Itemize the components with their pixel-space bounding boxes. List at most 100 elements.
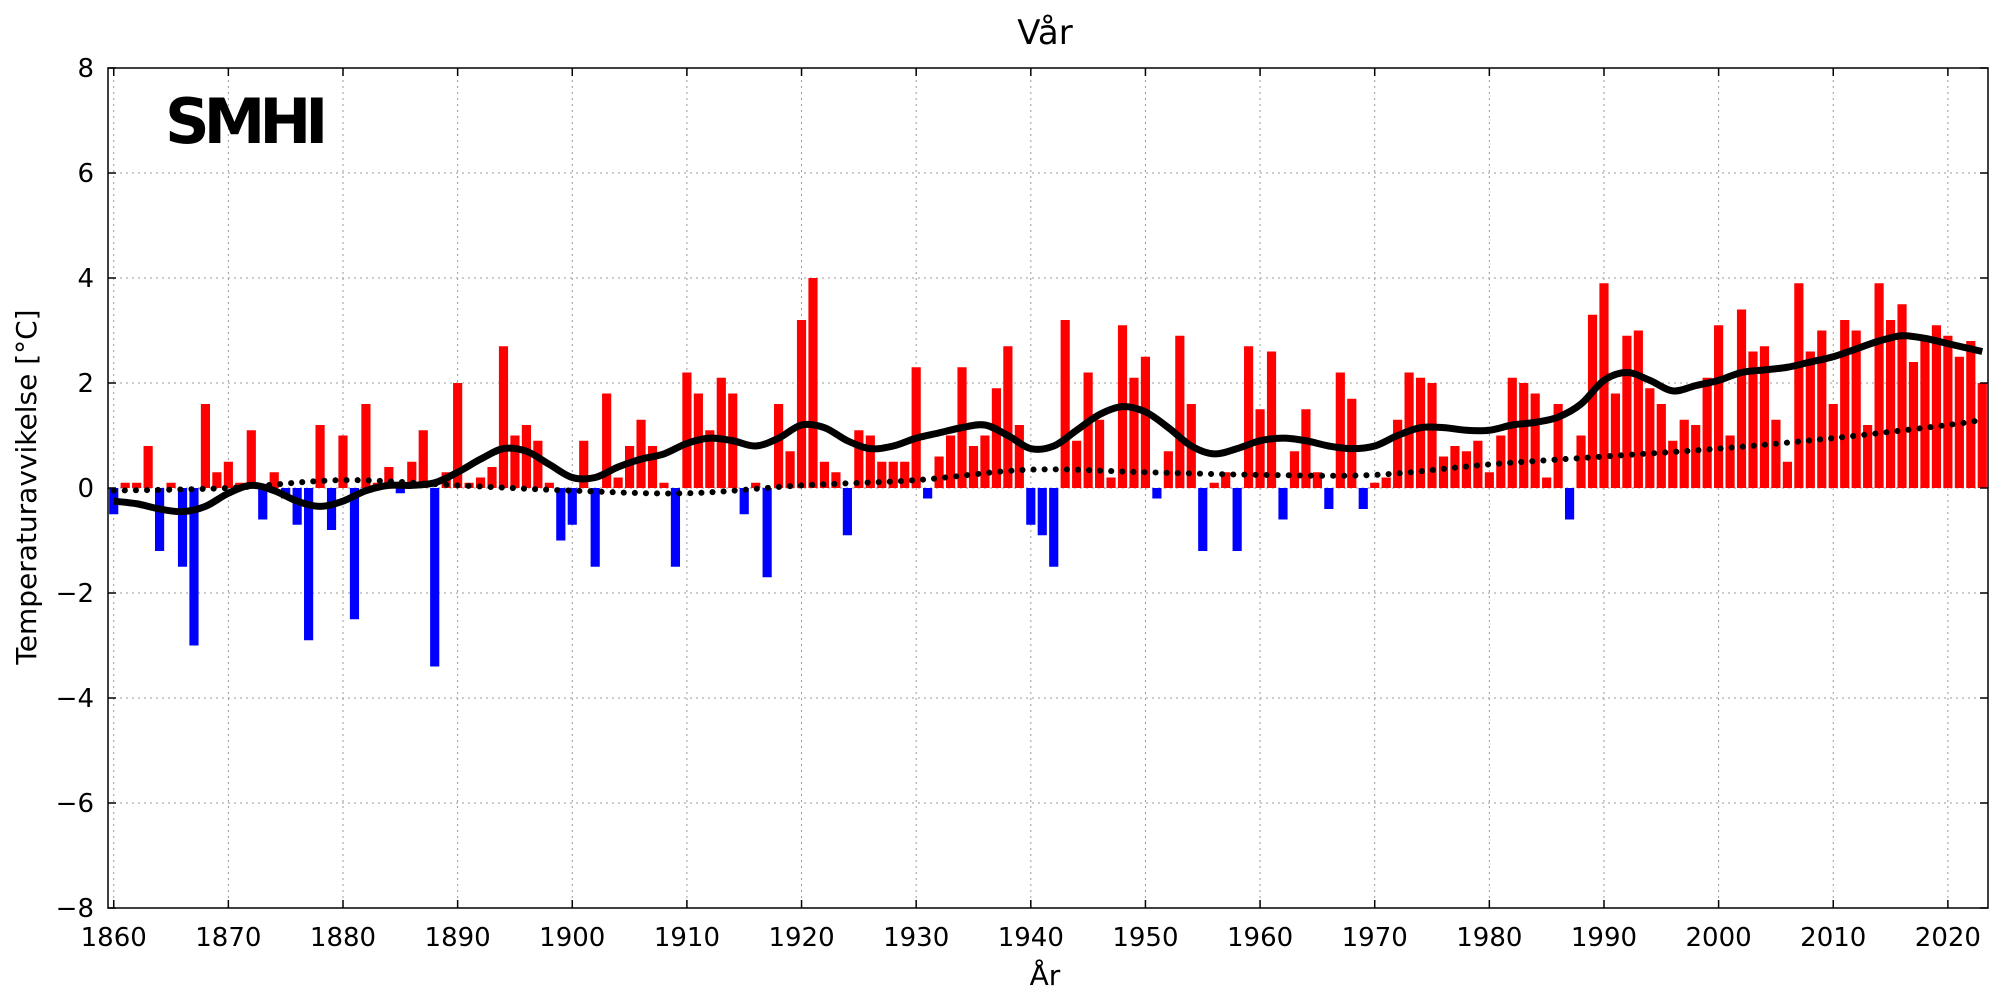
bar-2022: [1966, 341, 1976, 488]
bar-1863: [143, 446, 153, 488]
bar-1872: [246, 430, 256, 488]
bar-1868: [200, 404, 211, 488]
bar-1993: [1633, 330, 1643, 488]
bar-1894: [498, 346, 509, 488]
x-tick-label: 1950: [1112, 923, 1178, 953]
x-tick-label: 1920: [768, 923, 834, 953]
bar-1918: [774, 404, 784, 488]
bar-1861: [120, 482, 130, 488]
bar-2015: [1885, 320, 1896, 488]
bar-1877: [304, 488, 314, 641]
bar-2010: [1828, 404, 1838, 488]
bar-1922: [819, 461, 830, 488]
bar-1933: [945, 435, 956, 488]
bar-2023: [1977, 383, 1987, 488]
bar-1983: [1519, 383, 1529, 488]
bar-1956: [1209, 482, 1219, 488]
bar-1929: [900, 461, 910, 488]
bar-1879: [326, 488, 337, 530]
bar-2018: [1920, 335, 1930, 488]
bar-1982: [1507, 377, 1517, 488]
y-axis-ticks: 8 6 4 2 0 −2 −4 −6 −8: [56, 54, 1988, 924]
bar-1931: [923, 488, 933, 499]
bar-1902: [590, 488, 600, 567]
bar-1897: [533, 440, 543, 488]
bar-1916: [751, 482, 761, 488]
bar-2016: [1897, 304, 1907, 488]
bar-2021: [1954, 356, 1964, 488]
bar-1890: [453, 383, 463, 488]
bar-1944: [1072, 440, 1082, 488]
x-tick-label: 1870: [195, 923, 261, 953]
x-tick-label: 2010: [1800, 923, 1866, 953]
bar-1913: [716, 377, 726, 488]
y-tick-label: −4: [56, 684, 94, 714]
bar-1978: [1461, 451, 1471, 488]
bar-1972: [1393, 419, 1403, 488]
bar-1888: [430, 488, 440, 667]
bar-1957: [1221, 472, 1231, 488]
bar-1926: [865, 435, 875, 488]
bar-1893: [487, 467, 497, 488]
bar-1869: [212, 472, 222, 488]
bar-1976: [1438, 456, 1449, 488]
bar-1960: [1255, 409, 1265, 488]
bar-1953: [1175, 335, 1185, 488]
bar-1924: [842, 488, 852, 536]
bar-2005: [1771, 419, 1781, 488]
bar-2008: [1805, 351, 1815, 488]
x-tick-label: 1880: [310, 923, 376, 953]
bar-1995: [1656, 404, 1666, 488]
bar-1867: [189, 488, 199, 646]
bar-1958: [1232, 488, 1242, 551]
bar-1892: [475, 477, 486, 488]
bar-1965: [1312, 472, 1322, 488]
bar-1937: [991, 388, 1001, 488]
bar-1881: [349, 488, 360, 620]
bar-1876: [292, 488, 302, 525]
bar-1968: [1347, 398, 1357, 488]
bar-2000: [1714, 325, 1724, 488]
trend-line: [110, 416, 1986, 497]
x-tick-label: 1860: [81, 923, 147, 953]
bar-1865: [166, 482, 176, 488]
bar-2001: [1725, 435, 1735, 488]
bar-1938: [1003, 346, 1013, 488]
bar-1906: [636, 419, 646, 488]
bar-1898: [544, 482, 554, 488]
bar-1988: [1576, 435, 1586, 488]
bar-1992: [1622, 335, 1632, 488]
bar-1987: [1565, 488, 1575, 520]
y-axis-label: Temperaturavvikelse [°C]: [10, 309, 43, 665]
smhi-logo: SMHI: [165, 85, 323, 158]
bar-1900: [567, 488, 577, 525]
bar-1905: [625, 446, 635, 488]
bar-1936: [980, 435, 990, 488]
x-tick-label: 1910: [654, 923, 720, 953]
bar-2011: [1840, 320, 1850, 488]
bar-1928: [888, 461, 898, 488]
bar-1990: [1599, 283, 1609, 488]
y-tick-label: 0: [77, 474, 94, 504]
bar-2009: [1817, 330, 1827, 488]
bar-1880: [338, 435, 348, 488]
bar-2003: [1748, 351, 1758, 488]
bar-1963: [1289, 451, 1300, 488]
bar-1874: [269, 472, 279, 488]
bars: [109, 278, 1987, 667]
bar-1943: [1060, 320, 1070, 488]
bar-1962: [1278, 488, 1288, 520]
bar-1901: [579, 440, 589, 488]
bar-1994: [1645, 388, 1655, 488]
y-tick-label: 4: [77, 264, 94, 294]
bar-1967: [1335, 372, 1345, 488]
bar-1951: [1152, 488, 1162, 499]
bar-1996: [1668, 440, 1678, 488]
bar-1927: [877, 461, 887, 488]
bar-1910: [682, 372, 692, 488]
bar-1974: [1415, 377, 1426, 488]
bar-1985: [1542, 477, 1552, 488]
x-axis-label: År: [1030, 958, 1061, 992]
y-tick-label: −6: [56, 789, 94, 819]
